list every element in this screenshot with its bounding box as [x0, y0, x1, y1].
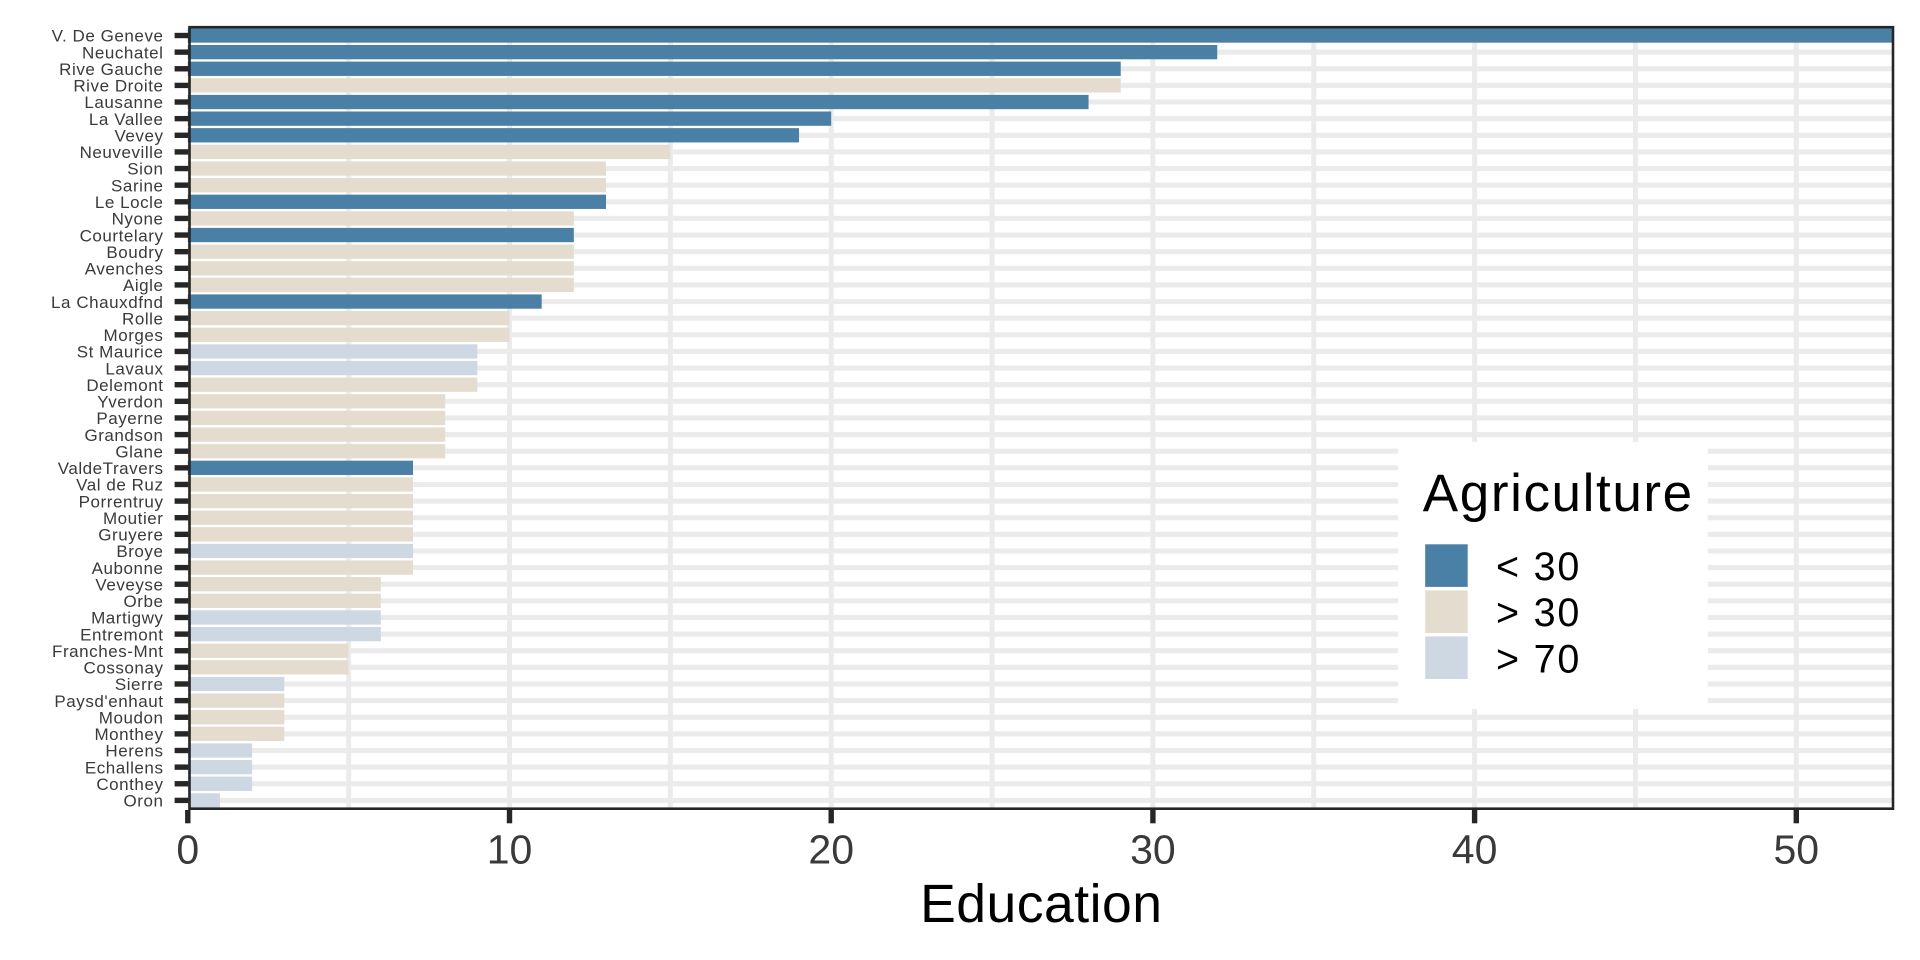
- svg-text:10: 10: [487, 827, 533, 873]
- svg-text:0: 0: [176, 827, 199, 873]
- svg-text:Conthey: Conthey: [96, 775, 163, 794]
- svg-text:40: 40: [1452, 827, 1498, 873]
- svg-text:Education: Education: [920, 875, 1162, 934]
- svg-text:Cossonay: Cossonay: [84, 659, 164, 678]
- svg-text:La Vallee: La Vallee: [89, 110, 164, 129]
- svg-text:Nyone: Nyone: [112, 210, 164, 229]
- svg-text:< 30: < 30: [1496, 545, 1581, 589]
- svg-text:Neuveville: Neuveville: [80, 143, 164, 162]
- svg-text:Martigwy: Martigwy: [91, 609, 163, 628]
- svg-text:ValdeTravers: ValdeTravers: [58, 459, 164, 478]
- svg-text:20: 20: [808, 827, 854, 873]
- svg-text:Glane: Glane: [115, 442, 163, 461]
- svg-text:Porrentruy: Porrentruy: [79, 492, 164, 511]
- svg-text:Entremont: Entremont: [80, 625, 163, 644]
- svg-text:Courtelary: Courtelary: [80, 226, 164, 245]
- svg-text:Avenches: Avenches: [85, 260, 164, 279]
- svg-text:Veveyse: Veveyse: [95, 575, 163, 594]
- svg-text:Vevey: Vevey: [114, 126, 163, 145]
- svg-text:Boudry: Boudry: [106, 243, 163, 262]
- svg-text:30: 30: [1130, 827, 1176, 873]
- svg-text:Aubonne: Aubonne: [92, 559, 164, 578]
- svg-text:Payerne: Payerne: [96, 409, 163, 428]
- svg-text:Monthey: Monthey: [94, 725, 163, 744]
- svg-text:Le Locle: Le Locle: [95, 193, 164, 212]
- svg-text:Aigle: Aigle: [123, 276, 164, 295]
- svg-text:Grandson: Grandson: [84, 426, 163, 445]
- svg-text:50: 50: [1773, 827, 1819, 873]
- svg-text:V. De Geneve: V. De Geneve: [52, 27, 164, 46]
- svg-text:Lausanne: Lausanne: [84, 93, 163, 112]
- svg-text:La Chauxdfnd: La Chauxdfnd: [51, 293, 163, 312]
- svg-text:Broye: Broye: [116, 542, 163, 561]
- svg-text:Agriculture: Agriculture: [1423, 464, 1694, 523]
- svg-text:Yverdon: Yverdon: [97, 393, 163, 412]
- svg-text:Rive Droite: Rive Droite: [73, 77, 163, 96]
- svg-text:Delemont: Delemont: [86, 376, 163, 395]
- svg-text:> 70: > 70: [1496, 637, 1581, 681]
- svg-text:St Maurice: St Maurice: [77, 343, 164, 362]
- svg-text:Neuchatel: Neuchatel: [82, 43, 164, 62]
- svg-text:Val de Ruz: Val de Ruz: [76, 476, 163, 495]
- svg-text:Paysd'enhaut: Paysd'enhaut: [54, 692, 163, 711]
- svg-text:Moudon: Moudon: [99, 708, 164, 727]
- svg-text:Orbe: Orbe: [124, 592, 164, 611]
- svg-text:Herens: Herens: [105, 742, 163, 761]
- svg-text:Moutier: Moutier: [103, 509, 164, 528]
- svg-text:Lavaux: Lavaux: [105, 359, 163, 378]
- svg-text:Oron: Oron: [124, 792, 164, 811]
- svg-text:Sarine: Sarine: [111, 176, 163, 195]
- svg-text:> 30: > 30: [1496, 591, 1581, 635]
- svg-text:Gruyere: Gruyere: [98, 526, 163, 545]
- svg-text:Sion: Sion: [127, 160, 163, 179]
- svg-text:Echallens: Echallens: [85, 758, 164, 777]
- svg-text:Morges: Morges: [104, 326, 164, 345]
- svg-text:Rolle: Rolle: [122, 309, 164, 328]
- svg-text:Franches-Mnt: Franches-Mnt: [52, 642, 163, 661]
- svg-text:Sierre: Sierre: [115, 675, 164, 694]
- svg-text:Rive Gauche: Rive Gauche: [59, 60, 163, 79]
